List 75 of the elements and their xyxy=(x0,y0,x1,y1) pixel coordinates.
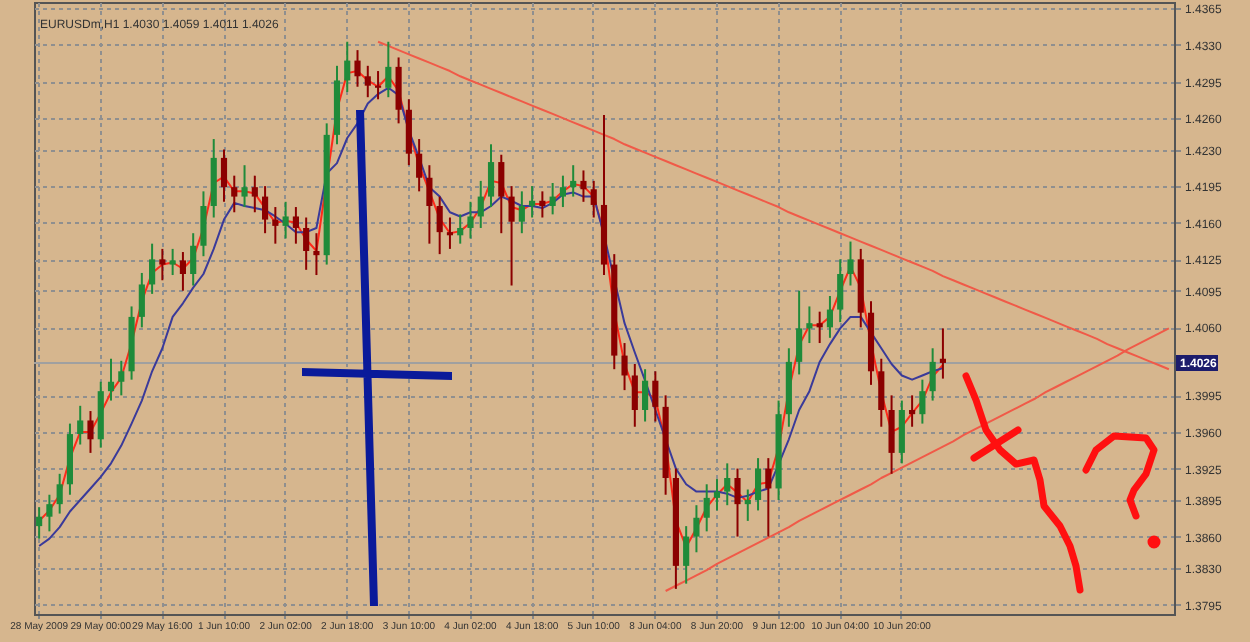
candlestick xyxy=(898,399,905,465)
candlestick xyxy=(518,190,525,235)
candlestick xyxy=(138,271,145,329)
candlestick xyxy=(744,488,751,522)
candlestick xyxy=(693,504,700,554)
candlestick xyxy=(508,185,515,287)
candlestick xyxy=(826,294,834,339)
candlestick xyxy=(580,169,587,203)
candlestick xyxy=(118,359,125,397)
candlestick xyxy=(169,247,176,277)
candlestick xyxy=(354,49,361,88)
candlestick xyxy=(405,98,412,167)
candlestick xyxy=(806,305,813,345)
candlestick xyxy=(241,164,248,209)
candlestick xyxy=(303,216,310,271)
candlestick xyxy=(590,179,597,219)
candlestick xyxy=(529,185,536,219)
candlestick xyxy=(477,179,484,229)
candlestick xyxy=(251,174,258,214)
candlestick xyxy=(498,153,505,235)
candlestick xyxy=(939,327,946,380)
candlestick xyxy=(36,506,43,540)
candlestick xyxy=(487,143,495,209)
candlestick xyxy=(220,148,228,203)
candlestick xyxy=(446,216,454,250)
candlestick xyxy=(262,185,269,235)
candlestick xyxy=(159,247,166,282)
candlestick xyxy=(713,478,721,512)
candlestick xyxy=(179,251,186,292)
candlestick xyxy=(929,347,936,402)
candlestick xyxy=(313,232,320,277)
candlestick xyxy=(539,190,546,219)
candlestick xyxy=(374,70,382,101)
candlestick xyxy=(77,404,84,446)
candlestick xyxy=(231,174,238,214)
candlestick xyxy=(364,64,371,99)
candlestick xyxy=(549,181,556,216)
candlestick xyxy=(652,370,659,423)
candlestick xyxy=(385,40,392,99)
candlestick xyxy=(436,195,443,256)
candlestick xyxy=(570,164,577,198)
candlestick xyxy=(631,362,638,428)
candlestick xyxy=(395,56,402,125)
candlestick xyxy=(149,242,156,295)
candlestick xyxy=(847,240,854,287)
candlestick xyxy=(272,206,279,245)
candlestick xyxy=(426,164,433,245)
candlestick xyxy=(888,394,895,475)
candlestick xyxy=(46,493,53,533)
candlestick xyxy=(734,467,741,538)
candlestick xyxy=(467,200,474,240)
candlestick xyxy=(754,457,762,512)
candlestick xyxy=(724,462,731,507)
candlestick xyxy=(703,483,710,533)
candlestick xyxy=(87,410,94,454)
candlestick xyxy=(909,394,916,428)
candlestick xyxy=(837,258,844,324)
candlestick xyxy=(796,289,803,376)
candlestick xyxy=(765,457,772,538)
candlestick xyxy=(683,525,690,585)
candlestick xyxy=(200,190,207,258)
candlestick xyxy=(190,232,197,287)
candlestick xyxy=(457,213,464,245)
candlestick xyxy=(56,472,63,515)
candlestick xyxy=(344,40,351,93)
candlestick xyxy=(416,138,423,193)
candlestick xyxy=(919,378,926,425)
candlestick xyxy=(559,174,566,209)
candlestick xyxy=(107,357,115,402)
candlestick xyxy=(621,342,628,392)
candlestick xyxy=(878,357,885,428)
candlestick xyxy=(642,368,649,423)
candlestick xyxy=(816,310,823,345)
candlestick xyxy=(292,206,299,245)
candlestick xyxy=(282,200,289,240)
